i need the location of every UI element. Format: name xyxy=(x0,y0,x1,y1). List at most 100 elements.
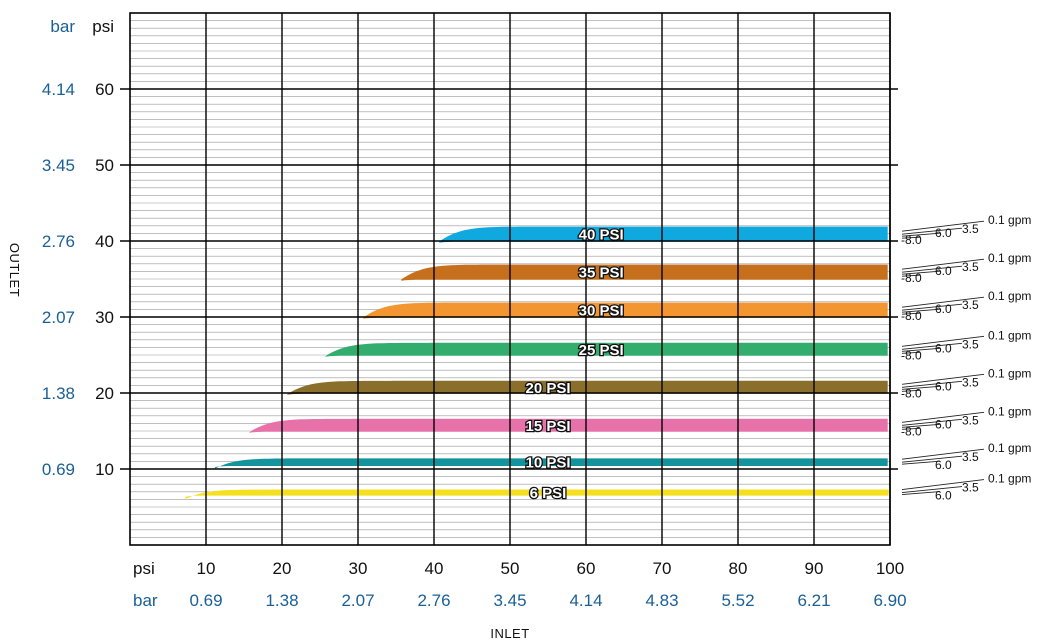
axis-ticks: 0.69 10 1.38 20 2.07 30 2.76 40 3.45 50 4.14 60 10 0.… xyxy=(42,80,907,610)
flow-tick-line xyxy=(901,347,941,352)
flow-label: 0.1 gpm xyxy=(988,404,1031,418)
flow-label: 3.5 xyxy=(962,481,979,495)
flow-tick-line xyxy=(901,486,963,494)
flow-label: 3.5 xyxy=(962,337,979,351)
x-tick-bar: 0.69 xyxy=(189,591,222,610)
series-band-15-psi xyxy=(249,418,888,433)
flow-legend-15-psi: -8.0 6.0 3.5 0.1 gpm xyxy=(901,404,1031,438)
y-tick-psi: 10 xyxy=(95,460,114,479)
x-tick-bar: 5.52 xyxy=(721,591,754,610)
flow-label: 3.5 xyxy=(962,222,979,236)
flow-tick-line xyxy=(901,296,985,308)
y-unit-psi: psi xyxy=(92,17,114,36)
series-band-30-psi xyxy=(363,302,888,319)
y-tick-bar: 3.45 xyxy=(42,156,75,175)
series-label-10-psi: 10 PSI xyxy=(525,455,570,472)
flow-legend-40-psi: -8.0 6.0 3.5 0.1 gpm xyxy=(901,213,1031,247)
x-tick-psi: 10 xyxy=(197,559,216,578)
flow-label: 6.0 xyxy=(935,226,952,240)
flow-label: 0.1 gpm xyxy=(988,366,1031,380)
flow-tick-line xyxy=(901,270,941,275)
flow-tick-line xyxy=(901,373,985,385)
series-band-10-psi xyxy=(215,458,888,469)
flow-label: 3.5 xyxy=(962,260,979,274)
flow-legend-25-psi: -8.0 6.0 3.5 0.1 gpm xyxy=(901,328,1031,362)
flow-tick-line xyxy=(901,227,963,235)
flow-tick-line xyxy=(901,351,921,354)
series-label-6-psi: 6 PSI xyxy=(530,485,567,502)
y-tick-bar: 4.14 xyxy=(42,80,75,99)
flow-tick-line xyxy=(901,380,963,388)
flow-tick-line xyxy=(901,455,963,463)
flow-label: 3.5 xyxy=(962,413,979,427)
y-tick-psi: 40 xyxy=(95,232,114,251)
flow-tick-line xyxy=(901,385,941,390)
flow-label: 0.1 gpm xyxy=(988,441,1031,455)
y-tick-psi: 60 xyxy=(95,80,114,99)
major-gridlines xyxy=(120,12,898,546)
flow-label: 0.1 gpm xyxy=(988,289,1031,303)
flow-tick-line xyxy=(901,236,921,239)
x-tick-bar: 4.83 xyxy=(645,591,678,610)
flow-label: 6.0 xyxy=(935,417,952,431)
flow-tick-line xyxy=(901,274,921,277)
flow-tick-line xyxy=(901,303,963,311)
x-tick-psi: 70 xyxy=(653,559,672,578)
plot-frame xyxy=(129,12,891,546)
series-label-30-psi: 30 PSI xyxy=(579,303,624,320)
y-tick-bar: 0.69 xyxy=(42,460,75,479)
y-tick-psi: 50 xyxy=(95,156,114,175)
y-unit-bar: bar xyxy=(50,17,75,36)
flow-label: 6.0 xyxy=(935,379,952,393)
series-label-20-psi: 20 PSI xyxy=(525,380,570,397)
x-tick-psi: 30 xyxy=(349,559,368,578)
x-tick-bar: 2.76 xyxy=(417,591,450,610)
series-label-35-psi: 35 PSI xyxy=(579,265,624,282)
series-label-25-psi: 25 PSI xyxy=(579,342,624,359)
flow-tick-line xyxy=(901,220,985,232)
flow-label: 6.0 xyxy=(935,341,952,355)
flow-label: 6.0 xyxy=(935,458,952,472)
flow-label: -8.0 xyxy=(901,348,922,362)
y-tick-bar: 1.38 xyxy=(42,384,75,403)
flow-legend-35-psi: -8.0 6.0 3.5 0.1 gpm xyxy=(901,251,1031,285)
x-tick-psi: 40 xyxy=(425,559,444,578)
x-tick-bar: 6.90 xyxy=(873,591,906,610)
flow-label: 6.0 xyxy=(935,489,952,503)
flow-tick-line xyxy=(901,258,985,270)
flow-label: 6.0 xyxy=(935,264,952,278)
flow-tick-line xyxy=(901,423,941,428)
flow-tick-line xyxy=(901,308,941,313)
flow-tick-line xyxy=(901,491,941,496)
series-label-15-psi: 15 PSI xyxy=(525,418,570,435)
flow-tick-line xyxy=(901,232,941,237)
flow-tick-line xyxy=(901,427,921,430)
flow-legend-6-psi: 6.0 3.5 0.1 gpm xyxy=(901,472,1031,503)
x-unit-bar: bar xyxy=(133,591,158,610)
series-band-25-psi xyxy=(325,342,888,357)
y-tick-bar: 2.07 xyxy=(42,308,75,327)
flow-tick-line xyxy=(901,265,963,273)
x-tick-bar: 6.21 xyxy=(797,591,830,610)
flow-label: 6.0 xyxy=(935,302,952,316)
flow-label: 3.5 xyxy=(962,375,979,389)
series-band-35-psi xyxy=(401,264,888,281)
series-labels: 6 PSI 10 PSI 15 PSI 20 PSI 25 PSI 30 PSI 35 PS… xyxy=(524,225,625,503)
x-tick-bar: 3.45 xyxy=(493,591,526,610)
flow-tick-line xyxy=(901,389,921,392)
flow-label: 0.1 gpm xyxy=(988,328,1031,342)
series-label-40-psi: 40 PSI xyxy=(579,227,624,244)
flow-legend-20-psi: -8.0 6.0 3.5 0.1 gpm xyxy=(901,366,1031,400)
y-tick-psi: 20 xyxy=(95,384,114,403)
flow-label: 3.5 xyxy=(962,298,979,312)
flow-tick-line xyxy=(901,411,985,423)
x-tick-psi: 80 xyxy=(729,559,748,578)
series-band-40-psi xyxy=(439,226,888,243)
x-unit-psi: psi xyxy=(133,559,155,578)
x-tick-psi: 20 xyxy=(273,559,292,578)
x-tick-psi: 100 xyxy=(876,559,904,578)
x-tick-bar: 2.07 xyxy=(341,591,374,610)
flow-tick-line xyxy=(901,460,941,465)
flow-tick-line xyxy=(901,312,921,315)
flow-label: -8.0 xyxy=(901,309,922,323)
